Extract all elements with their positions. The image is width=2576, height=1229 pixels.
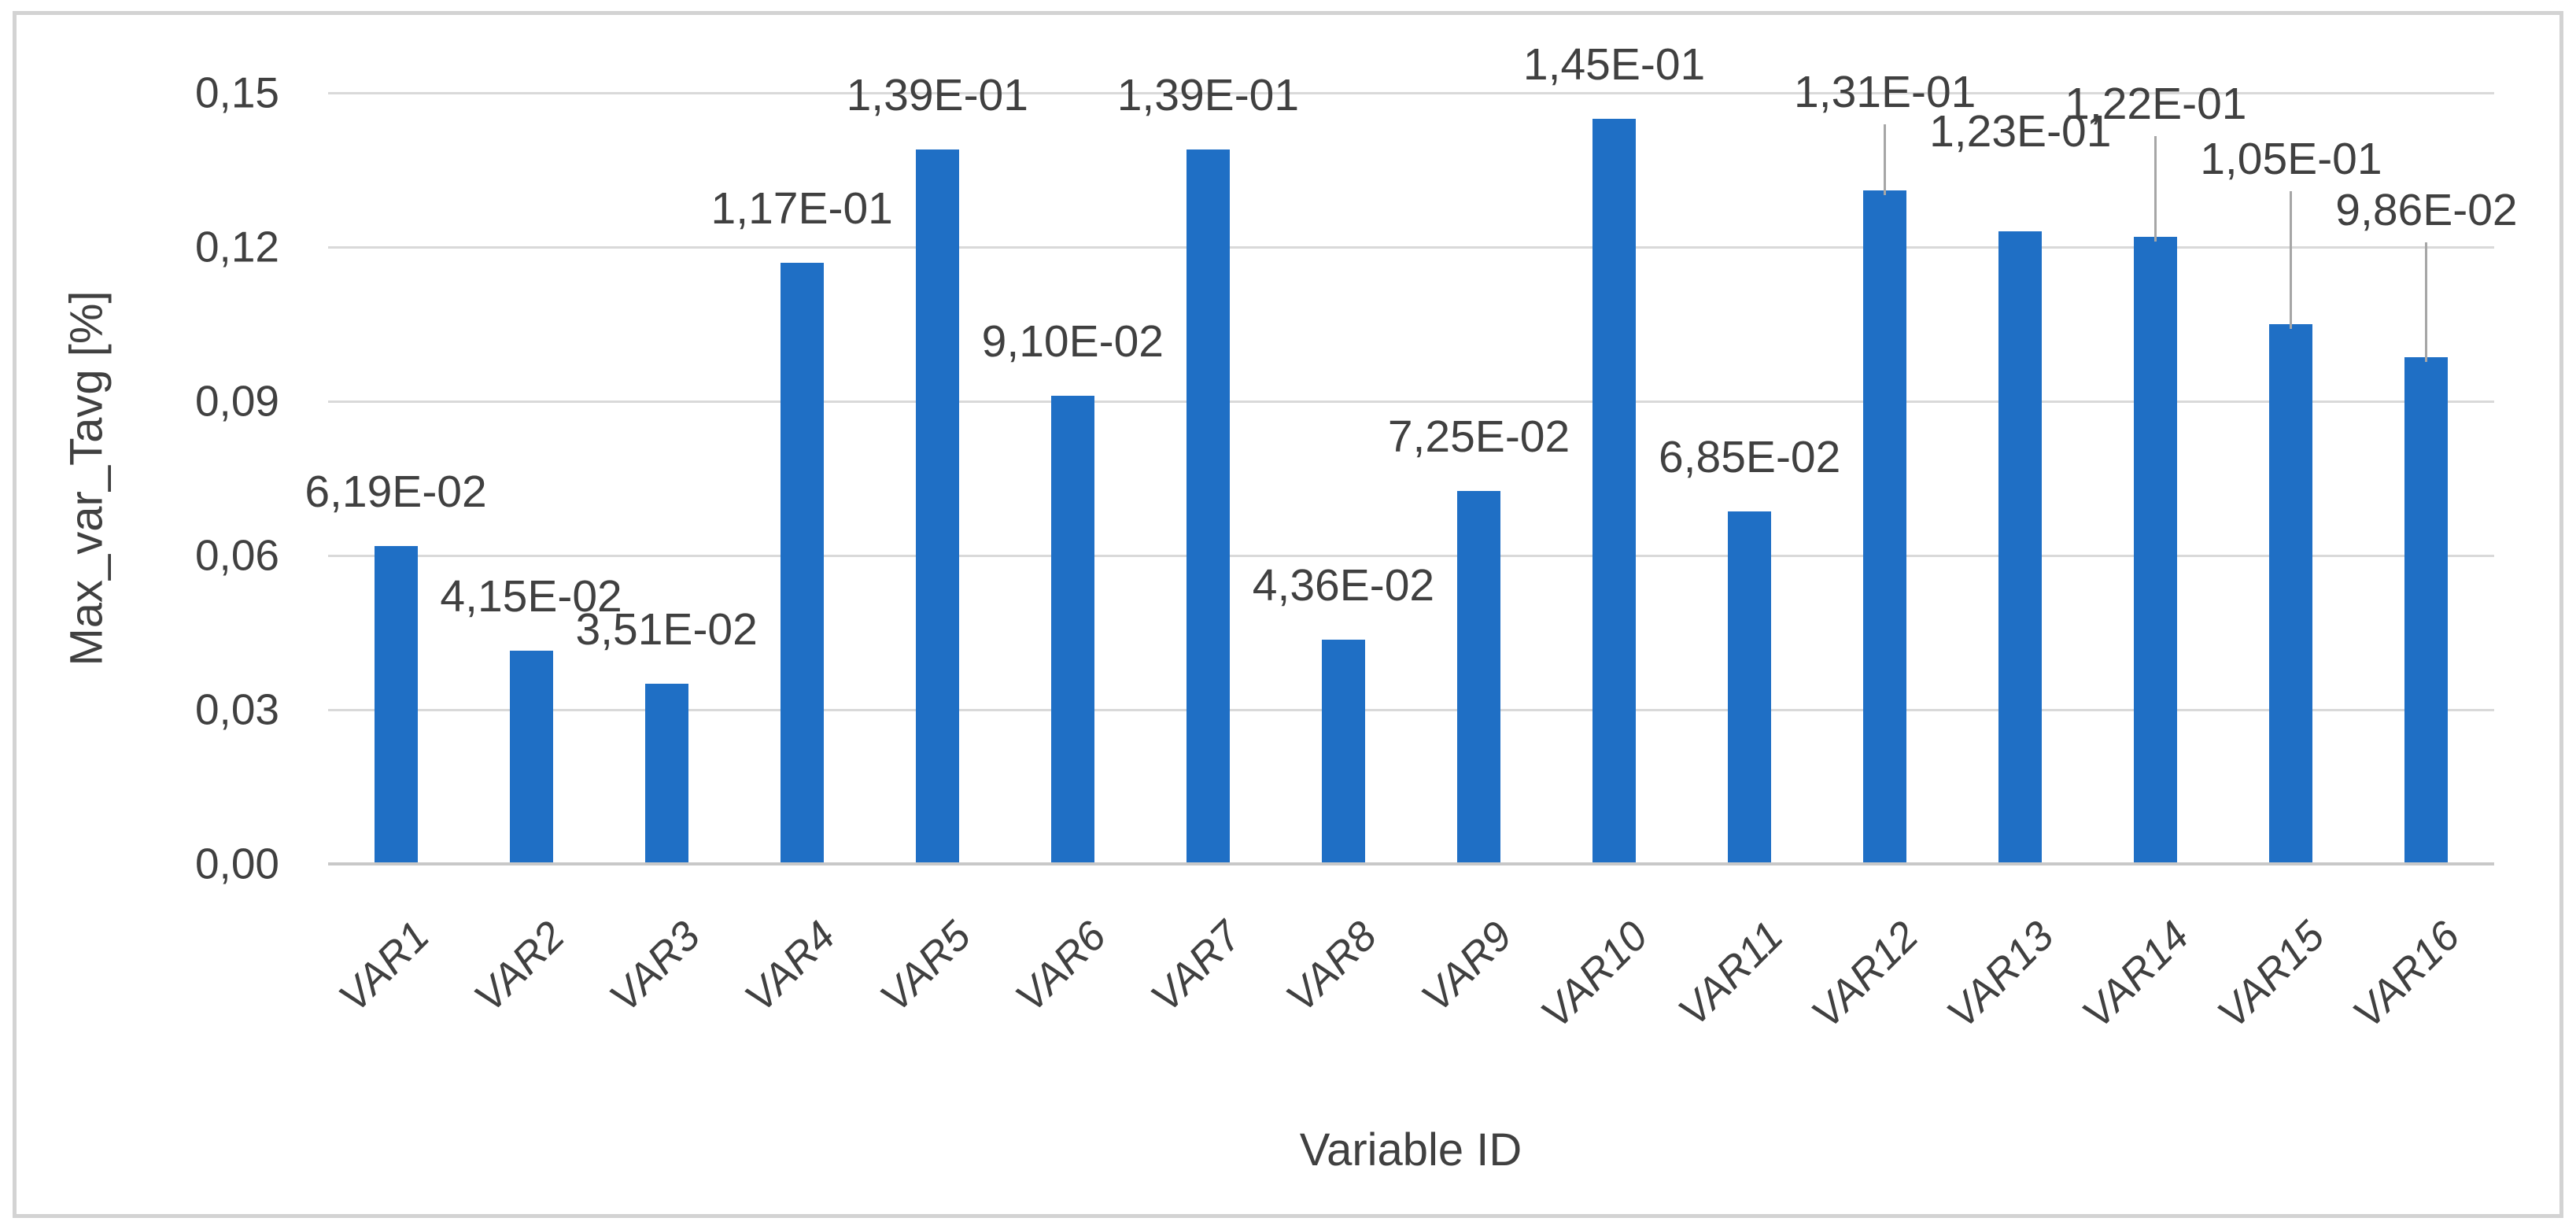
- bar-var14: [2134, 236, 2178, 864]
- bar-var15: [2269, 324, 2313, 864]
- bar-var12: [1863, 190, 1907, 864]
- leader-line-var14: [2154, 135, 2157, 242]
- bar-var8: [1321, 640, 1365, 864]
- data-label-var2: 4,15E-02: [440, 570, 622, 622]
- leader-line-var12: [1884, 124, 1887, 196]
- bar-var11: [1728, 511, 1772, 864]
- bar-var4: [780, 262, 824, 864]
- bar-var2: [509, 650, 553, 864]
- y-tick-label-0,09: 0,09: [194, 376, 279, 426]
- bar-var6: [1050, 396, 1094, 864]
- data-label-var10: 1,45E-01: [1522, 39, 1706, 90]
- y-tick-label-0,03: 0,03: [194, 685, 279, 734]
- bar-var3: [644, 683, 688, 864]
- bar-var1: [374, 545, 418, 864]
- x-axis-title-text: Variable ID: [1299, 1124, 1522, 1175]
- data-label-var13: 1,23E-01: [1929, 106, 2112, 157]
- leader-line-var15: [2290, 191, 2293, 329]
- plot-area: 6,19E-02 4,15E-02 3,51E-02 1,17E-01 1,39E-01…: [304, 42, 2517, 1037]
- gridline-0,12: [328, 245, 2494, 249]
- bar-var13: [1998, 231, 2043, 864]
- data-label-var4: 1,17E-01: [710, 183, 893, 234]
- bar-var9: [1457, 491, 1501, 864]
- bar-var5: [915, 149, 959, 864]
- data-label-var9: 7,25E-02: [1387, 412, 1570, 463]
- y-tick-label-0,00: 0,00: [194, 839, 279, 888]
- gridline-0,15: [328, 91, 2494, 94]
- data-label-var12: 1,31E-01: [1794, 67, 1976, 118]
- data-label-var6: 9,10E-02: [981, 316, 1164, 367]
- gridline-0,09: [328, 400, 2494, 403]
- data-label-var1: 6,19E-02: [304, 466, 487, 517]
- data-label-var7: 1,39E-01: [1116, 69, 1300, 120]
- data-label-var5: 1,39E-01: [846, 69, 1028, 120]
- data-label-var8: 4,36E-02: [1252, 560, 1435, 611]
- data-label-var11: 6,85E-02: [1658, 432, 1841, 483]
- leader-line-var16: [2425, 242, 2428, 362]
- y-tick-label-0,12: 0,12: [194, 222, 279, 271]
- y-axis-tick-labels: 0,00 0,03 0,06 0,09 0,12 0,15: [90, 71, 279, 885]
- bar-var7: [1186, 149, 1230, 864]
- gridline-0,03: [328, 708, 2494, 711]
- y-tick-label-0,06: 0,06: [194, 530, 279, 580]
- y-tick-label-0,15: 0,15: [194, 68, 279, 117]
- data-label-var3: 3,51E-02: [575, 603, 758, 655]
- data-label-var16: 9,86E-02: [2335, 184, 2518, 235]
- data-label-var15: 1,05E-01: [2200, 134, 2382, 184]
- bar-var10: [1592, 118, 1637, 864]
- x-axis-line: [328, 862, 2494, 865]
- bar-var16: [2404, 356, 2449, 864]
- gridline-0,06: [328, 554, 2494, 557]
- data-label-var14: 1,22E-01: [2065, 78, 2247, 129]
